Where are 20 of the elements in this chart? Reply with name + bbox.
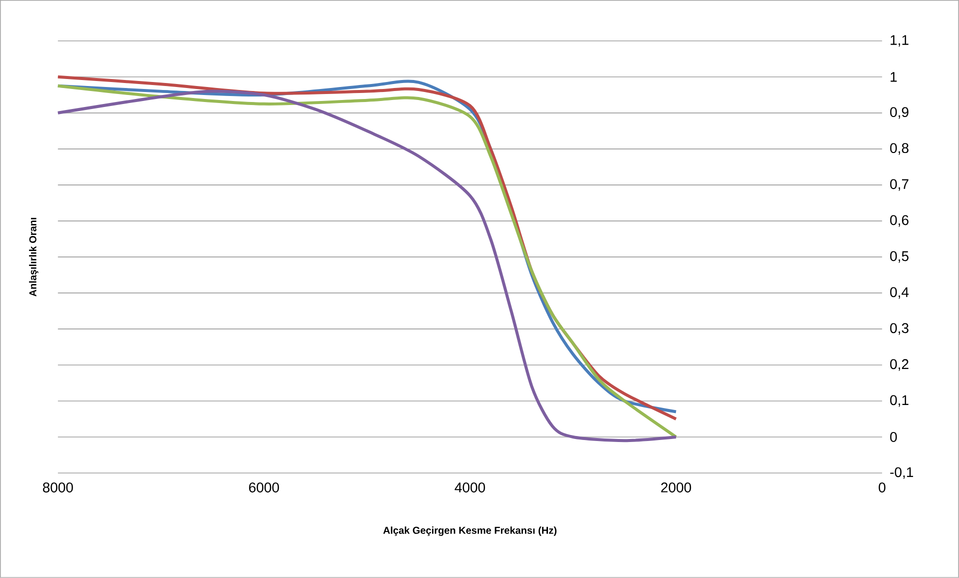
y-tick-label: 0,4 bbox=[890, 287, 909, 299]
y-tick-label: 1,1 bbox=[890, 35, 908, 47]
x-tick-label: 8000 bbox=[42, 482, 73, 492]
y-tick-label: -0,1 bbox=[890, 467, 914, 479]
y-tick-label: 0,8 bbox=[890, 143, 908, 155]
x-axis-title: Alçak Geçirgen Kesme Frekansı (Hz) bbox=[383, 526, 556, 536]
y-tick-label: 0,2 bbox=[890, 359, 908, 371]
y-tick-label: 0,5 bbox=[890, 251, 908, 263]
y-tick-label: 0,7 bbox=[890, 179, 908, 191]
y-axis-title: Anlaşılırlık Oranı bbox=[29, 218, 38, 296]
y-tick-label: 0,3 bbox=[890, 323, 908, 335]
y-tick-label: 1 bbox=[890, 72, 897, 82]
x-tick-label: 0 bbox=[878, 482, 886, 492]
x-tick-label: 4000 bbox=[454, 482, 486, 492]
x-tick-label: 6000 bbox=[249, 482, 279, 492]
y-tick-label: 0,6 bbox=[890, 215, 908, 227]
y-tick-label: 0 bbox=[890, 432, 897, 442]
x-tick-label: 2000 bbox=[661, 482, 692, 492]
y-tick-label: 0,1 bbox=[890, 395, 908, 407]
y-tick-label: 0,9 bbox=[890, 107, 908, 119]
